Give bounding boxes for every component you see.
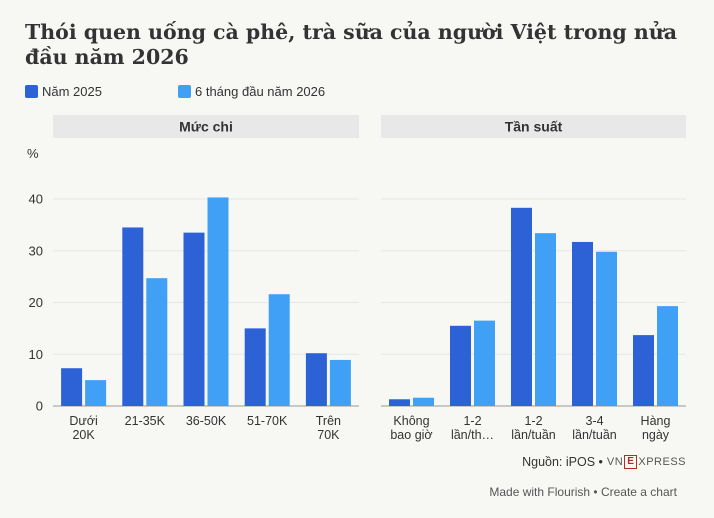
bar-1-1-s0 (450, 325, 471, 406)
logo-left: VN (606, 456, 624, 468)
x-tick-0-0-1: 20K (72, 428, 95, 442)
bar-0-0-s0 (61, 368, 83, 406)
x-tick-0-4-1: 70K (317, 428, 340, 442)
x-tick-1-4-0: Hàng (641, 414, 671, 428)
bar-1-2-s1 (535, 233, 556, 406)
legend-item-2026[interactable]: 6 tháng đầu năm 2026 (178, 84, 325, 99)
source-line: Nguồn: iPOS • VN E XPRESS (522, 455, 686, 469)
legend-swatch-2025 (25, 85, 38, 98)
x-tick-1-0-0: Không (393, 414, 429, 428)
panel-title-0: Mức chi (179, 119, 233, 135)
x-tick-1-4-1: ngày (642, 428, 670, 442)
bar-1-3-s0 (572, 241, 593, 406)
bar-0-4-s0 (305, 353, 327, 406)
x-tick-1-1-1: lần/th… (451, 428, 494, 442)
x-tick-0-0-0: Dưới (69, 414, 97, 428)
panel-header-bg-1 (381, 115, 686, 138)
logo-right: XPRESS (638, 456, 686, 468)
legend-item-2025[interactable]: Năm 2025 (25, 84, 102, 99)
bar-1-1-s1 (474, 320, 495, 406)
chart-title: Thói quen uống cà phê, trà sữa của người… (25, 20, 677, 69)
bar-0-3-s0 (244, 328, 266, 406)
x-tick-1-3-0: 3-4 (585, 414, 603, 428)
panel-title-1: Tần suất (505, 119, 563, 135)
bar-1-0-s1 (413, 397, 434, 406)
vnexpress-logo[interactable]: VN E XPRESS (607, 455, 686, 469)
bar-1-4-s1 (657, 306, 678, 406)
bar-0-1-s0 (122, 227, 144, 406)
y-tick-30: 30 (29, 243, 43, 258)
logo-box: E (624, 455, 638, 469)
y-tick-10: 10 (29, 347, 43, 362)
x-tick-0-4-0: Trên (316, 414, 341, 428)
legend-label-2025: Năm 2025 (42, 84, 102, 99)
x-tick-0-3-0: 51-70K (247, 414, 288, 428)
source-text: Nguồn: iPOS • (522, 455, 603, 469)
x-tick-1-3-1: lần/tuần (572, 428, 617, 442)
legend-label-2026: 6 tháng đầu năm 2026 (195, 84, 326, 99)
bar-0-1-s1 (146, 278, 168, 406)
bar-0-2-s1 (207, 197, 229, 406)
bar-1-3-s1 (596, 251, 617, 406)
x-tick-1-2-0: 1-2 (524, 414, 542, 428)
bar-0-0-s1 (85, 380, 107, 406)
y-axis-label: % (27, 146, 39, 161)
bar-1-2-s0 (511, 207, 532, 406)
y-tick-40: 40 (29, 192, 43, 207)
x-tick-1-0-1: bao giờ (390, 428, 432, 442)
bar-0-2-s0 (183, 232, 205, 406)
x-tick-0-2-0: 36-50K (186, 414, 227, 428)
x-tick-0-1-0: 21-35K (125, 414, 166, 428)
bar-1-0-s0 (389, 399, 410, 406)
bar-1-4-s0 (633, 335, 654, 406)
legend-swatch-2026 (178, 85, 191, 98)
x-tick-1-2-1: lần/tuần (511, 428, 556, 442)
bar-0-4-s1 (329, 359, 351, 406)
flourish-footer[interactable]: Made with Flourish • Create a chart (489, 485, 677, 499)
y-tick-20: 20 (29, 295, 43, 310)
panel-header-bg-0 (53, 115, 359, 138)
bar-0-3-s1 (268, 294, 290, 406)
y-tick-0: 0 (36, 399, 43, 414)
x-tick-1-1-0: 1-2 (463, 414, 481, 428)
